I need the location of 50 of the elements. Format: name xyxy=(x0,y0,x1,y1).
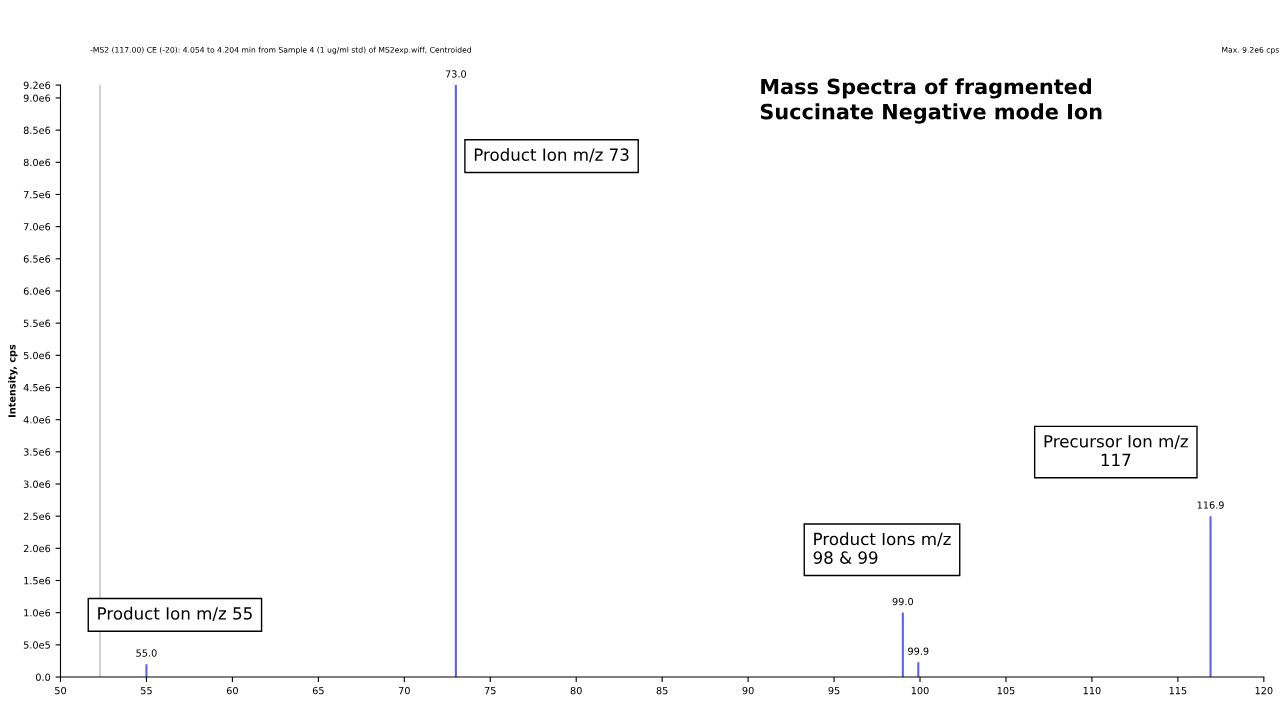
y-tick-label: 6.5e6 xyxy=(23,255,51,263)
y-tick-label: 5.0e6 xyxy=(23,351,51,360)
x-tick-label: 75 xyxy=(484,687,496,695)
y-tick-label: 2.0e6 xyxy=(23,544,51,553)
y-tick-label: 8.0e6 xyxy=(23,158,51,167)
y-tick-label: 8.5e6 xyxy=(23,126,51,134)
y-tick-label: 1.0e6 xyxy=(24,609,51,617)
y-axis-title: Intensity, cps xyxy=(8,344,18,417)
y-tick-label: 3.5e6 xyxy=(23,448,51,456)
annotation: 99.0 xyxy=(892,597,914,606)
y-tick-label: 5.0e5 xyxy=(23,641,50,649)
x-tick-label: 115 xyxy=(1169,687,1187,695)
y-tick-label: 6.0e6 xyxy=(23,287,51,295)
annotation: 55.0 xyxy=(136,649,157,657)
annotation: Product Ions m/z 98 & 99 xyxy=(813,532,951,564)
x-tick-label: 100 xyxy=(911,686,929,695)
x-tick-label: 50 xyxy=(55,686,67,695)
x-tick-label: 85 xyxy=(656,686,668,695)
chart-title: Mass Spectra of fragmented Succinate Negative mode Ion xyxy=(760,78,1102,124)
x-tick-label: 105 xyxy=(997,686,1015,695)
annotation: 99.9 xyxy=(908,647,929,655)
y-tick-label: 1.5e6 xyxy=(24,576,51,585)
x-tick-label: 60 xyxy=(226,686,238,695)
bar xyxy=(454,85,457,678)
x-tick-label: 95 xyxy=(828,686,840,695)
annotation: 73.0 xyxy=(445,70,467,78)
annotation: Precursor Ion m/z 117 xyxy=(1044,435,1188,467)
annotation: Product Ion m/z 55 xyxy=(98,606,252,622)
y-tick-label: 4.0e6 xyxy=(23,416,51,424)
bar xyxy=(917,662,920,678)
x-tick-label: 55 xyxy=(141,687,152,695)
bar xyxy=(901,612,904,678)
annotation: 116.9 xyxy=(1197,501,1224,509)
y-tick-label: 9.2e6 xyxy=(23,81,51,89)
x-tick-label: 70 xyxy=(398,686,410,695)
x-tick-label: 90 xyxy=(742,686,754,695)
y-tick-label: 0.0 xyxy=(35,673,51,681)
y-tick-label: 5.5e6 xyxy=(23,319,51,327)
x-tick-label: 80 xyxy=(570,686,582,695)
bar xyxy=(1209,516,1212,678)
x-tick-label: 65 xyxy=(312,686,324,695)
y-tick-label: 7.5e6 xyxy=(23,190,51,199)
x-tick-label: 120 xyxy=(1255,686,1273,695)
annotation: Product Ion m/z 73 xyxy=(474,148,629,163)
y-tick-label: 4.5e6 xyxy=(23,383,51,392)
y-tick-label: 3.0e6 xyxy=(23,480,51,488)
y-tick-label: 2.5e6 xyxy=(23,512,51,520)
x-tick-label: 110 xyxy=(1083,686,1101,695)
y-tick-label: 9.0e6 xyxy=(23,94,51,102)
y-tick-label: 7.0e6 xyxy=(23,223,51,231)
